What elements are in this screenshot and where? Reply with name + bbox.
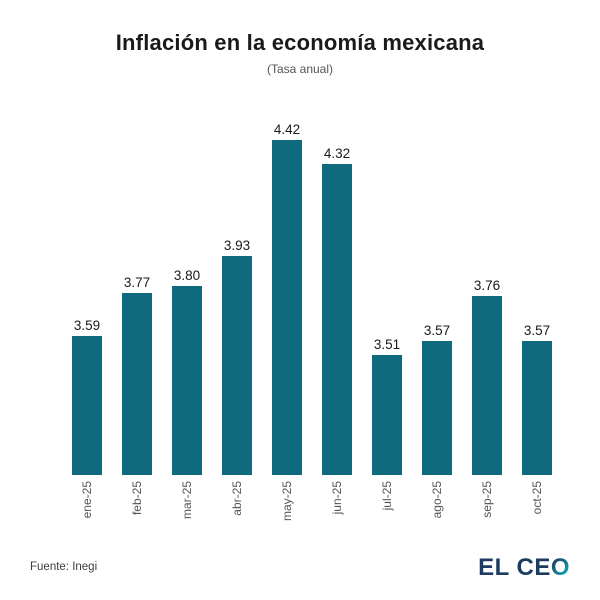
x-tick-cell: mar-25 [162, 481, 212, 543]
bar-value-label: 3.77 [123, 275, 151, 291]
x-tick-cell: jul-25 [362, 481, 412, 543]
el-ceo-logo: EL CEO [478, 554, 570, 582]
bar-column: 3.51 [362, 337, 412, 475]
bar [422, 340, 452, 475]
bar-value-label: 4.32 [323, 145, 351, 161]
logo-text: EL CE [478, 554, 551, 581]
x-tick-label: jun-25 [330, 481, 344, 515]
bar-value-label: 3.93 [223, 237, 251, 253]
x-tick-label: sep-25 [480, 481, 494, 518]
bar-column: 4.42 [262, 122, 312, 475]
x-tick-label: may-25 [280, 481, 294, 522]
bar-column: 3.59 [62, 318, 112, 475]
bar-column: 3.57 [412, 322, 462, 475]
bar [372, 354, 402, 475]
x-tick-cell: oct-25 [512, 481, 562, 543]
bar [122, 293, 152, 475]
x-tick-cell: sep-25 [462, 481, 512, 543]
x-tick-label: abr-25 [230, 481, 244, 516]
x-tick-label: feb-25 [130, 481, 144, 516]
x-tick-label: jul-25 [380, 481, 394, 511]
x-tick-cell: jun-25 [312, 481, 362, 543]
bar [522, 340, 552, 475]
bar [272, 140, 302, 475]
bar-column: 3.93 [212, 238, 262, 475]
x-tick-cell: abr-25 [212, 481, 262, 543]
x-tick-cell: ago-25 [412, 481, 462, 543]
x-tick-label: ago-25 [430, 481, 444, 519]
chart-subtitle: (Tasa anual) [266, 62, 334, 76]
bar-value-label: 4.42 [273, 122, 301, 137]
bar-value-label: 3.57 [523, 322, 551, 338]
bar [322, 163, 352, 475]
source-note: Fuente: Inegi [30, 561, 98, 573]
bar [472, 295, 502, 475]
bar-column: 3.80 [162, 268, 212, 475]
bar-value-label: 3.76 [473, 277, 501, 293]
bar-column: 3.76 [462, 278, 512, 475]
x-tick-cell: may-25 [262, 481, 312, 543]
bar-column: 4.32 [312, 146, 362, 475]
x-tick-label: ene-25 [80, 481, 94, 519]
bar-column: 3.77 [112, 275, 162, 475]
bar-value-label: 3.51 [373, 336, 401, 352]
bar [222, 255, 252, 475]
bar-plot: 3.59 3.77 3.80 3.93 4.42 4.32 3.51 3.57 3.76 3.57 [62, 119, 562, 475]
bar-value-label: 3.80 [173, 268, 201, 284]
bar-column: 3.57 [512, 322, 562, 475]
x-tick-cell: ene-25 [62, 481, 112, 543]
bar-value-label: 3.59 [73, 317, 101, 333]
x-axis-labels: ene-25 feb-25 mar-25 abr-25 may-25 jun-25 jul-… [62, 481, 562, 543]
x-tick-label: oct-25 [530, 481, 544, 515]
bar [72, 335, 102, 475]
bar-value-label: 3.57 [423, 322, 451, 338]
logo-o-gradient: O [550, 554, 570, 581]
bar [172, 286, 202, 475]
x-tick-cell: feb-25 [112, 481, 162, 543]
x-tick-label: mar-25 [180, 481, 194, 520]
chart-title: Inflación en la economía mexicana [115, 30, 485, 55]
